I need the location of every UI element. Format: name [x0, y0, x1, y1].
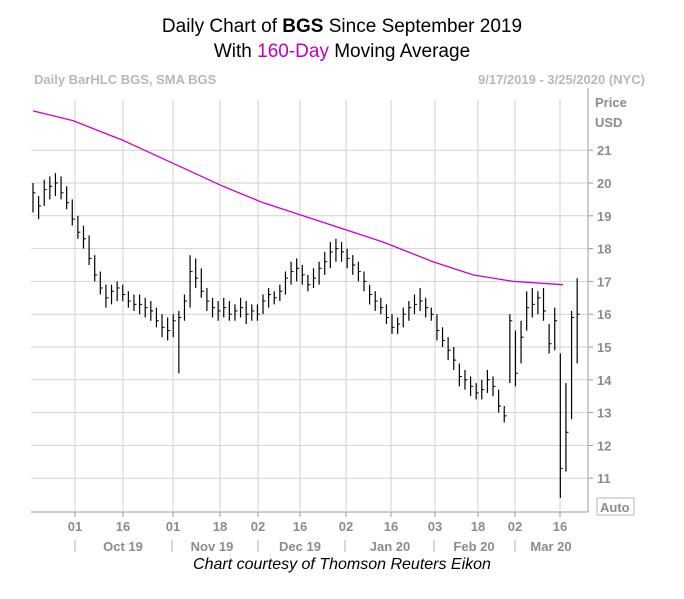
y-axis-title: Price — [595, 95, 627, 110]
y-tick-label: 12 — [597, 438, 611, 453]
x-tick-label: 02 — [251, 519, 265, 534]
x-tick-label: 18 — [471, 519, 485, 534]
chart-subtitle: With 160-Day Moving Average — [213, 41, 471, 62]
ticker: BGS — [282, 16, 324, 37]
y-tick-label: 15 — [597, 340, 611, 355]
moving-average-line — [32, 110, 564, 286]
x-tick-label: 01 — [68, 519, 82, 534]
auto-scale-box — [596, 497, 635, 516]
y-tick-label: 20 — [597, 176, 611, 191]
month-label: Nov 19 — [191, 539, 234, 554]
y-tick-label: 18 — [597, 242, 611, 257]
x-tick-label: 16 — [293, 519, 307, 534]
month-label: Mar 20 — [530, 539, 571, 554]
auto-scale-label: Auto — [600, 500, 630, 515]
x-tick-label: 02 — [508, 519, 522, 534]
x-tick-label: 01 — [166, 519, 180, 534]
date-range: 9/17/2019 - 3/25/2020 (NYC) — [478, 72, 645, 87]
x-tick-label: 18 — [213, 519, 227, 534]
y-tick-label: 17 — [597, 274, 611, 289]
y-tick-label: 21 — [597, 143, 611, 158]
chart-title: Daily Chart of BGS Since September 2019 — [161, 16, 523, 37]
month-label: Feb 20 — [453, 539, 494, 554]
month-label: Dec 19 — [279, 539, 321, 554]
x-tick-label: 16 — [116, 519, 130, 534]
y-tick-label: 16 — [597, 307, 611, 322]
x-tick-label: 16 — [553, 519, 567, 534]
subtitle-highlight: 160-Day — [257, 41, 329, 62]
x-tick-label: 16 — [384, 519, 398, 534]
y-tick-label: 14 — [597, 373, 612, 388]
y-axis-unit: USD — [595, 115, 622, 130]
y-tick-label: 13 — [597, 406, 611, 421]
month-label: Jan 20 — [370, 539, 410, 554]
x-tick-label: 03 — [428, 519, 442, 534]
chart-credit: Chart courtesy of Thomson Reuters Eikon — [193, 556, 491, 573]
series-descriptor: Daily BarHLC BGS, SMA BGS — [34, 72, 217, 87]
y-tick-label: 11 — [597, 471, 611, 486]
x-tick-label: 02 — [339, 519, 353, 534]
month-label: Oct 19 — [103, 539, 143, 554]
y-tick-label: 19 — [597, 209, 611, 224]
